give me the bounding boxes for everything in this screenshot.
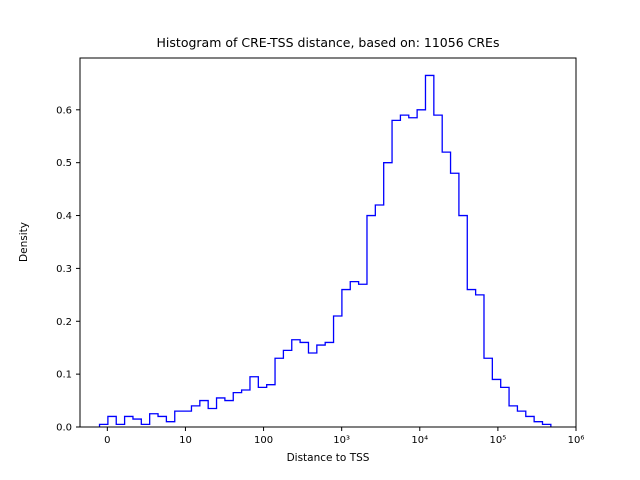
y-tick-label: 0.6 bbox=[56, 105, 72, 116]
x-tick-label: 10⁴ bbox=[411, 435, 428, 446]
y-tick-label: 0.3 bbox=[56, 264, 72, 275]
x-tick-label: 10 bbox=[179, 435, 192, 446]
x-tick-label: 10⁶ bbox=[568, 435, 585, 446]
axis-ticks: 0 10 100 10³ 10⁴ 10⁵ 10⁶ 0.0 0.1 0.2 0.3 0.4 0.5 0.6 bbox=[56, 105, 584, 446]
y-tick-label: 0.5 bbox=[56, 158, 72, 169]
histogram-line bbox=[98, 74, 552, 427]
x-tick-label: 0 bbox=[104, 435, 110, 446]
y-tick-label: 0.2 bbox=[56, 317, 72, 328]
y-tick-label: 0.4 bbox=[56, 211, 72, 222]
y-axis-label: Density bbox=[18, 222, 30, 262]
x-axis-label: Distance to TSS bbox=[287, 452, 370, 464]
plot-area bbox=[79, 57, 577, 428]
y-tick-label: 0.0 bbox=[56, 423, 72, 434]
x-tick-label: 10⁵ bbox=[490, 435, 507, 446]
x-tick-label: 100 bbox=[254, 435, 273, 446]
axes-box bbox=[79, 57, 577, 428]
chart-title: Histogram of CRE-TSS distance, based on:… bbox=[157, 35, 500, 50]
y-tick-label: 0.1 bbox=[56, 370, 72, 381]
x-tick-label: 10³ bbox=[333, 435, 350, 446]
